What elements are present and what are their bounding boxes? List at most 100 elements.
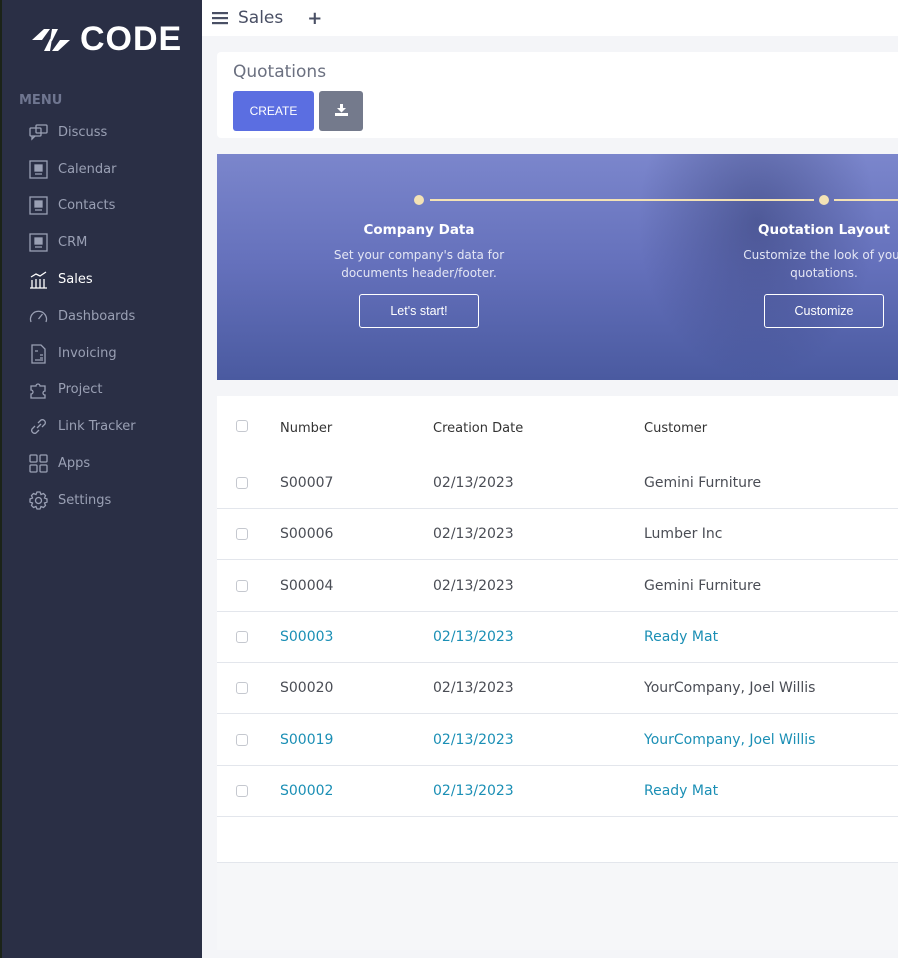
sidebar-item-sales[interactable]: Sales [28, 261, 204, 298]
table-row[interactable]: S00006 02/13/2023 Lumber Inc [217, 509, 898, 561]
table-row[interactable]: S00019 02/13/2023 YourCompany, Joel Willis [217, 715, 898, 766]
cell-customer: Gemini Furniture [644, 475, 762, 491]
table-empty-area [217, 862, 898, 950]
cell-creation-date: 02/13/2023 [433, 526, 514, 543]
invoice-icon [31, 344, 46, 364]
cell-number: S00004 [280, 577, 334, 594]
module-title[interactable]: Sales [238, 8, 284, 28]
table-header: Number Creation Date Customer [217, 403, 898, 454]
cell-creation-date: 02/13/2023 [433, 628, 514, 645]
table-row[interactable]: S00020 02/13/2023 YourCompany, Joel Willis [217, 663, 898, 715]
sidebar-item-apps[interactable]: Apps [28, 445, 204, 482]
row-checkbox[interactable] [236, 682, 248, 695]
banner-background [637, 154, 877, 380]
sidebar-item-label: Settings [58, 492, 112, 508]
create-button[interactable]: CREATE [233, 91, 314, 131]
customize-button[interactable]: Customize [764, 294, 884, 328]
sidebar-item-label: Dashboards [58, 308, 136, 324]
progress-line [430, 199, 814, 201]
lets-start-button[interactable]: Let's start! [359, 294, 479, 328]
page-title: Quotations [233, 62, 327, 82]
cell-number: S00019 [280, 731, 334, 748]
sidebar-item-project[interactable]: Project [28, 372, 204, 409]
quotations-table: Number Creation Date Customer S00007 02/1… [217, 396, 898, 950]
top-bar: Sales + [202, 0, 898, 36]
sidebar-item-label: Contacts [58, 198, 116, 214]
app-placeholder-icon [29, 196, 48, 216]
row-checkbox[interactable] [236, 477, 248, 489]
sidebar-item-label: Invoicing [58, 345, 117, 361]
cell-creation-date: 02/13/2023 [433, 782, 514, 799]
logo-text: CODE [80, 20, 183, 58]
cell-customer: Gemini Furniture [644, 577, 762, 594]
row-checkbox[interactable] [236, 579, 248, 592]
sales-chart-icon [30, 271, 47, 289]
progress-line [834, 199, 898, 201]
link-icon [31, 419, 46, 435]
row-checkbox[interactable] [236, 630, 248, 643]
code-logo-icon [32, 28, 70, 51]
table-row[interactable]: S00007 02/13/2023 Gemini Furniture [217, 458, 898, 509]
sidebar-item-label: Calendar [58, 161, 117, 177]
cell-customer: Lumber Inc [644, 526, 723, 543]
sidebar-item-crm[interactable]: CRM [28, 224, 204, 261]
cell-creation-date: 02/13/2023 [433, 475, 514, 491]
cell-customer: Ready Mat [644, 782, 719, 799]
sidebar-nav: Discuss Calendar Contacts CRM Sales Dashboard… [28, 114, 204, 519]
sidebar-item-label: Link Tracker [58, 419, 136, 435]
row-checkbox[interactable] [236, 733, 248, 746]
table-row[interactable]: S00003 02/13/2023 Ready Mat [217, 612, 898, 663]
cell-customer: YourCompany, Joel Willis [644, 731, 816, 748]
table-row[interactable]: S00004 02/13/2023 Gemini Furniture [217, 561, 898, 612]
table-row[interactable]: S00002 02/13/2023 Ready Mat [217, 766, 898, 817]
gear-icon [29, 491, 48, 510]
cell-creation-date: 02/13/2023 [433, 577, 514, 594]
cell-creation-date: 02/13/2023 [433, 680, 514, 697]
step-quotation-layout: Quotation Layout Customize the look of y… [694, 222, 898, 328]
step-description: Set your company's data for documents hea… [333, 248, 505, 280]
app-placeholder-icon [29, 233, 48, 252]
row-checkbox[interactable] [236, 528, 248, 541]
menu-heading: MENU [19, 93, 63, 108]
sidebar-item-link-tracker[interactable]: Link Tracker [28, 408, 204, 445]
sidebar-item-invoicing[interactable]: Invoicing [28, 335, 204, 372]
hamburger-menu-icon[interactable] [212, 11, 228, 25]
cell-number: S00020 [280, 680, 334, 697]
sidebar-item-contacts[interactable]: Contacts [28, 188, 204, 225]
sidebar-item-label: Project [58, 382, 103, 398]
app-placeholder-icon [29, 160, 48, 179]
sidebar-item-dashboards[interactable]: Dashboards [28, 298, 204, 335]
step-title: Quotation Layout [757, 222, 891, 238]
control-panel: Quotations CREATE [217, 52, 898, 138]
select-all-checkbox[interactable] [236, 420, 248, 432]
sidebar-item-label: Discuss [58, 124, 108, 140]
cell-number: S00006 [280, 526, 334, 543]
logo[interactable]: CODE [30, 20, 182, 59]
step-title: Company Data [363, 222, 475, 238]
speedometer-icon [29, 310, 48, 323]
step-description: Customize the look of your quotations. [743, 248, 898, 280]
step-dot [819, 195, 829, 205]
cell-customer: YourCompany, Joel Willis [644, 680, 816, 697]
step-dot [414, 195, 424, 205]
onboarding-banner: Company Data Set your company's data for… [217, 154, 898, 380]
sidebar-item-label: CRM [58, 235, 88, 251]
column-number[interactable]: Number [280, 421, 333, 436]
sidebar-item-label: Sales [58, 272, 93, 288]
column-creation-date[interactable]: Creation Date [433, 421, 524, 436]
download-button[interactable] [319, 91, 363, 131]
add-icon[interactable]: + [307, 7, 323, 29]
cell-creation-date: 02/13/2023 [433, 731, 514, 748]
sidebar-item-label: Apps [58, 456, 91, 472]
sidebar-item-discuss[interactable]: Discuss [28, 114, 204, 151]
cell-customer: Ready Mat [644, 628, 719, 645]
sidebar-item-calendar[interactable]: Calendar [28, 151, 204, 188]
puzzle-icon [30, 383, 46, 400]
column-customer[interactable]: Customer [644, 421, 708, 436]
cell-number: S00007 [280, 475, 334, 491]
grid-icon [29, 454, 48, 473]
step-company-data: Company Data Set your company's data for… [289, 222, 549, 328]
row-checkbox[interactable] [236, 784, 248, 797]
cell-number: S00003 [280, 628, 334, 645]
sidebar-item-settings[interactable]: Settings [28, 482, 204, 519]
